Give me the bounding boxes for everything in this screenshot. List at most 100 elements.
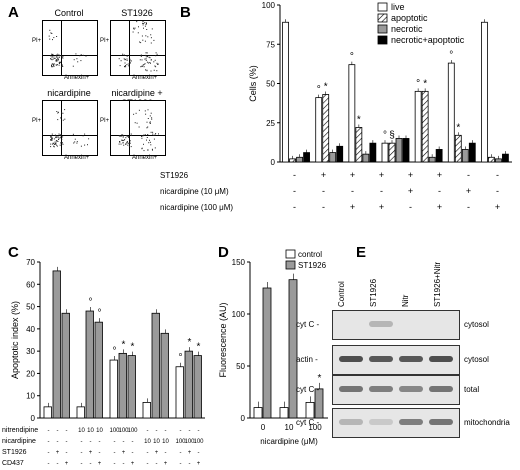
condition-value: - [66, 439, 68, 445]
flow-event-dot [118, 135, 120, 136]
flow-event-dot [125, 65, 126, 67]
flow-event-dot [73, 142, 75, 144]
bar [160, 332, 169, 419]
bar-live [447, 62, 455, 163]
y-axis-label: Fluorescence (AU) [218, 302, 228, 377]
significance-marker: * [456, 122, 460, 133]
flow-event-dot [136, 21, 138, 23]
flow-event-dot [141, 65, 143, 67]
flow-event-dot [74, 141, 76, 143]
blot-strip [332, 375, 460, 405]
flow-x-label: Annexin+ [132, 75, 158, 81]
flow-event-dot [55, 59, 57, 61]
flow-event-dot [53, 56, 55, 58]
flow-event-dot [57, 141, 59, 142]
condition-value: - [132, 450, 134, 456]
significance-marker: * [131, 342, 135, 353]
flow-event-dot [142, 22, 144, 24]
flow-event-dot [148, 56, 150, 58]
flow-event-dot [59, 137, 61, 139]
bar-necrotic [495, 158, 502, 163]
condition-value: - [165, 428, 167, 434]
condition-value: + [155, 450, 159, 456]
flow-y-label: PI+ [32, 38, 42, 44]
condition-value: - [48, 439, 50, 445]
condition-value: 10 [162, 439, 169, 445]
flow-plot-title: Control [54, 8, 84, 18]
flow-event-dot [51, 133, 53, 135]
condition-value: - [81, 461, 83, 467]
condition-value: - [147, 450, 149, 456]
blot-band [339, 321, 363, 327]
flow-event-dot [146, 137, 148, 138]
flow-event-dot [80, 145, 82, 147]
flow-event-dot [125, 66, 127, 68]
flow-event-dot [145, 113, 147, 115]
bar-live [348, 64, 356, 163]
flow-event-dot [142, 24, 144, 26]
flow-event-dot [122, 140, 124, 141]
flow-event-dot [55, 140, 57, 142]
bar-necrotic-apoptotic [303, 152, 310, 163]
flow-event-dot [53, 37, 55, 39]
flow-event-dot [62, 112, 64, 114]
flow-event-dot [123, 139, 125, 141]
condition-value: - [380, 186, 383, 196]
flow-event-dot [126, 64, 128, 66]
flow-event-dot [128, 65, 130, 67]
bar [85, 310, 94, 419]
flow-event-dot [130, 133, 132, 135]
flow-event-dot [52, 66, 54, 68]
blot-band [339, 419, 363, 425]
flow-event-dot [62, 64, 63, 66]
bar-apoptotic [488, 156, 495, 163]
quadrant-line [111, 135, 165, 136]
flow-event-dot [119, 65, 121, 67]
flow-event-dot [51, 65, 53, 67]
significance-marker: ° [179, 353, 183, 364]
flow-event-dot [140, 54, 142, 56]
flow-event-dot [76, 141, 78, 143]
flow-event-dot [51, 56, 53, 58]
bar-necrotic-apoptotic [468, 142, 476, 163]
panel-a-letter: A [8, 4, 19, 21]
flow-plot-title: ST1926 [121, 8, 153, 18]
flow-event-dot [154, 65, 156, 67]
flow-event-dot [151, 118, 153, 120]
legend-label: ST1926 [298, 261, 327, 270]
condition-label: ST1926 [2, 449, 27, 456]
flow-event-dot [76, 58, 78, 60]
condition-value: - [180, 461, 182, 467]
blot-row-label: actin - [296, 355, 318, 364]
bar [127, 355, 136, 419]
bar-necrotic-apoptotic [336, 145, 344, 163]
condition-value: 10 [144, 439, 151, 445]
legend-label: necrotic+apoptotic [391, 35, 465, 45]
condition-value: + [98, 461, 102, 467]
condition-value: + [379, 170, 384, 180]
flow-event-dot [127, 136, 129, 138]
flow-event-dot [125, 137, 127, 139]
flow-event-dot [50, 135, 52, 137]
condition-value: - [66, 428, 68, 434]
condition-value: - [57, 461, 59, 467]
flow-event-dot [144, 58, 146, 60]
flow-event-dot [136, 122, 138, 124]
bar-apoptotic [322, 94, 330, 163]
blot-band [429, 321, 453, 327]
blot-strip [332, 310, 460, 340]
flow-event-dot [55, 54, 57, 56]
flow-event-dot [75, 53, 77, 55]
flow-event-dot [144, 25, 146, 27]
flow-event-dot [150, 112, 152, 114]
condition-value: + [197, 461, 201, 467]
flow-event-dot [60, 136, 62, 138]
condition-value: - [189, 461, 191, 467]
condition-value: - [467, 202, 470, 212]
flow-event-dot [128, 137, 130, 138]
flow-event-dot [144, 110, 146, 112]
significance-marker: * [357, 114, 361, 125]
condition-value: - [132, 439, 134, 445]
flow-event-dot [146, 127, 148, 129]
flow-event-dot [142, 135, 144, 137]
